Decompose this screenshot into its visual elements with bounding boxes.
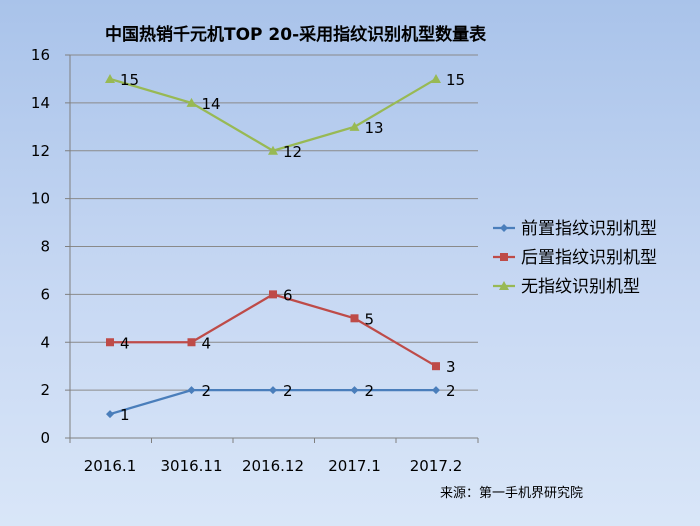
y-tick-label: 10 xyxy=(31,190,50,208)
data-point xyxy=(269,386,277,395)
data-point xyxy=(268,145,278,155)
series-line xyxy=(110,293,437,368)
data-point xyxy=(269,290,277,299)
y-tick-label: 0 xyxy=(40,429,50,447)
x-tick-labels: 2016.1 3016.11 2016.12 2017.1 2017.2 xyxy=(84,457,463,475)
series-line xyxy=(109,77,437,152)
series xyxy=(105,73,441,419)
legend-marker xyxy=(500,224,508,232)
data-point xyxy=(187,386,196,395)
y-tick-label: 6 xyxy=(40,285,50,303)
legend-entry: 后置指纹识别机型 xyxy=(521,248,657,268)
data-label: 6 xyxy=(283,286,293,304)
data-point xyxy=(350,314,359,323)
data-label: 1 xyxy=(120,406,130,424)
data-label: 15 xyxy=(120,71,139,89)
y-tick-label: 2 xyxy=(40,381,50,399)
axes xyxy=(65,54,479,443)
data-label: 5 xyxy=(365,310,375,328)
data-point xyxy=(431,73,441,83)
y-tick-label: 16 xyxy=(31,46,50,64)
gridlines xyxy=(70,54,478,391)
data-label: 2 xyxy=(202,382,212,400)
data-label: 14 xyxy=(202,95,221,113)
legend-marker xyxy=(500,253,508,261)
y-tick-label: 4 xyxy=(40,333,50,351)
x-tick-label: 2017.2 xyxy=(410,457,463,475)
data-point xyxy=(432,386,440,395)
data-label: 15 xyxy=(446,71,465,89)
data-point xyxy=(186,97,197,107)
data-label: 2 xyxy=(446,382,456,400)
data-point xyxy=(106,410,114,419)
y-tick-label: 12 xyxy=(31,142,50,160)
data-label: 13 xyxy=(365,119,384,137)
data-point xyxy=(350,386,359,395)
data-label: 2 xyxy=(283,382,293,400)
data-label: 4 xyxy=(120,334,130,352)
chart-title: 中国热销千元机TOP 20-采用指纹识别机型数量表 xyxy=(105,24,487,45)
data-label: 2 xyxy=(365,382,375,400)
data-point xyxy=(106,338,114,347)
x-tick-label: 2016.12 xyxy=(242,457,304,475)
legend-marker xyxy=(499,281,509,290)
data-point xyxy=(432,362,440,371)
y-tick-labels: 0 2 4 6 8 10 12 14 16 xyxy=(31,46,50,447)
y-tick-label: 14 xyxy=(31,94,50,112)
data-point xyxy=(349,121,360,131)
y-tick-label: 8 xyxy=(40,238,50,256)
x-tick-label: 2016.1 xyxy=(84,457,137,475)
x-tick-label: 2017.1 xyxy=(328,457,381,475)
data-label: 4 xyxy=(202,334,212,352)
legend-entry: 无指纹识别机型 xyxy=(521,277,640,297)
data-label: 12 xyxy=(283,143,302,161)
x-tick-label: 3016.11 xyxy=(160,457,222,475)
data-label: 3 xyxy=(446,358,456,376)
legend-entry: 前置指纹识别机型 xyxy=(521,219,657,239)
source-note: 来源：第一手机界研究院 xyxy=(440,486,583,501)
data-point xyxy=(187,338,196,347)
data-point xyxy=(105,73,115,83)
